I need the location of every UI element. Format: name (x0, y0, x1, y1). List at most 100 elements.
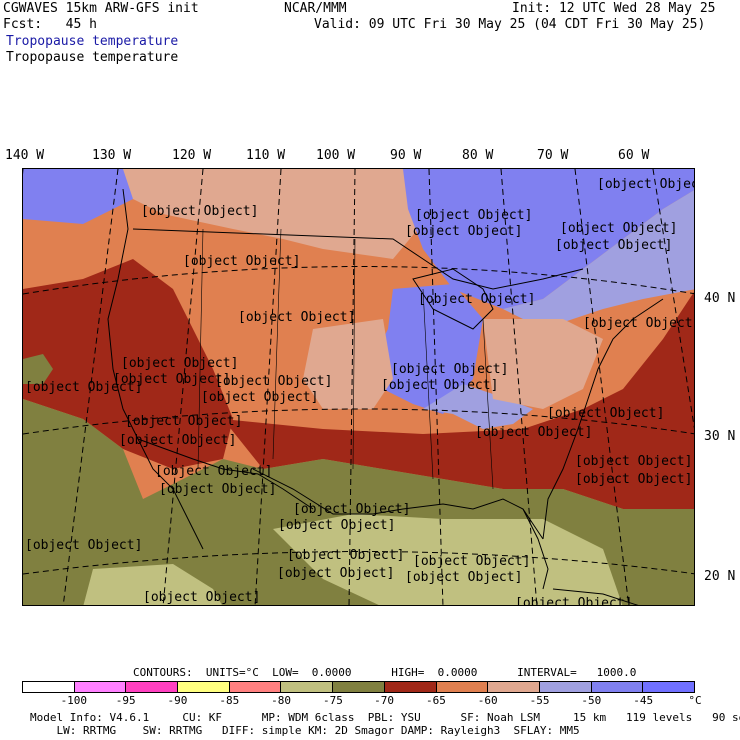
meridian-80w (500, 169, 538, 605)
contours-info: CONTOURS: UNITS=°C LOW= 0.0000 HIGH= 0.0… (133, 666, 637, 679)
field-label: [object Object] (575, 454, 692, 469)
lat-label-30n: 30 N (704, 429, 736, 444)
field-label: [object Object] (238, 310, 355, 325)
field-blue-nw (23, 169, 143, 224)
lon-label-110w: 110 W (246, 148, 286, 163)
field-title: Tropopause temperature (6, 50, 179, 65)
lat-label-40n: 40 N (704, 291, 736, 306)
field-label: [object Object] (113, 372, 230, 387)
colorbar-label: -80 (271, 694, 292, 707)
colorbar-label: -50 (581, 694, 602, 707)
field-label: [object Object] (575, 472, 692, 487)
field-tan-pacific (83, 564, 222, 605)
florida (522, 508, 549, 590)
colorbar-swatch (643, 682, 694, 692)
field-label: [object Object] (119, 433, 236, 448)
field-label: [object Object] (413, 554, 530, 569)
colorbar (22, 681, 695, 693)
field-label: [object Object] (547, 406, 664, 421)
great-lakes (412, 268, 494, 330)
colorbar-swatch (436, 682, 489, 692)
model-info-line-1: Model Info: V4.6.1 CU: KF MP: WDM 6class… (30, 711, 740, 724)
field-label: [object Object] (597, 177, 695, 192)
field-pink-north (123, 169, 418, 259)
graticule (23, 169, 694, 605)
colorbar-label: -70 (374, 694, 394, 707)
map-canvas: [object Object] [object Object] [object … (23, 169, 695, 605)
field-label: [object Object] (293, 502, 410, 517)
field-lavender-ne (503, 190, 694, 329)
field-label: [object Object] (560, 221, 677, 236)
colorbar-label: -75 (322, 694, 343, 707)
colorbar-units: °C (688, 694, 702, 707)
colorbar-label: -95 (115, 694, 136, 707)
field-label: [object Object] (405, 224, 522, 239)
meridian-90w (428, 169, 444, 605)
model-title: CGWAVES 15km ARW-GFS init (3, 1, 199, 16)
field-label: [object Object] (25, 380, 142, 395)
init-time: Init: 12 UTC Wed 28 May 25 (512, 1, 716, 16)
field-pink-central (303, 319, 393, 409)
map-outlines (107, 188, 664, 605)
org-label: NCAR/MMM (284, 1, 347, 16)
field-label: [object Object] (201, 390, 318, 405)
colorbar-label: -55 (529, 694, 550, 707)
lon-label-140w: 140 W (5, 148, 45, 163)
lon-label-90w: 90 W (390, 148, 422, 163)
coast-gulf (252, 468, 544, 540)
colorbar-label: -45 (633, 694, 654, 707)
colorbar-swatch (23, 682, 75, 692)
field-label-group: [object Object] [object Object] [object … (25, 177, 695, 605)
field-label: [object Object] (583, 316, 695, 331)
field-label: [object Object] (555, 238, 672, 253)
field-green-pacific (23, 399, 143, 605)
field-label: [object Object] (277, 566, 394, 581)
field-label: [object Object] (287, 548, 404, 563)
meridian-60w (652, 169, 694, 429)
field-label: [object Object] (418, 292, 535, 307)
field-blue-midwest (373, 284, 483, 414)
meridian-120w (162, 169, 204, 605)
colorbar-swatch (384, 682, 437, 692)
colorbar-label: -90 (167, 694, 188, 707)
colorbar-swatch (591, 682, 644, 692)
coast-atlantic (542, 298, 664, 540)
lon-label-70w: 70 W (537, 148, 569, 163)
field-label: [object Object] (475, 425, 592, 440)
field-label: [object Object] (215, 374, 332, 389)
colorbar-swatch (178, 682, 230, 692)
forecast-hour: Fcst: 45 h (3, 17, 97, 32)
field-label: [object Object] (125, 414, 242, 429)
lon-label-130w: 130 W (92, 148, 132, 163)
field-label: [object Object] (278, 518, 395, 533)
field-label: [object Object] (405, 570, 522, 585)
state-lines (197, 228, 494, 490)
field-label: [object Object] (25, 538, 142, 553)
field-title-color: Tropopause temperature (6, 34, 179, 49)
parallel-40n (23, 266, 694, 295)
field-label: [object Object] (155, 464, 272, 479)
colorbar-swatch (333, 682, 385, 692)
colorbar-swatch (229, 682, 282, 692)
field-green-small (23, 354, 53, 384)
model-info-line-2: LW: RRTMG SW: RRTMG DIFF: simple KM: 2D … (30, 724, 580, 737)
border-canada-us (132, 228, 584, 290)
border-us-mexico (137, 438, 314, 510)
meridian-130w (62, 169, 119, 605)
lon-label-80w: 80 W (462, 148, 494, 163)
meridian-110w (254, 169, 282, 605)
colorbar-swatch (488, 682, 540, 692)
field-pink-east (483, 319, 603, 409)
colorbar-labels: -100 -95 -90 -85 -80 -75 -70 -65 -60 -55… (22, 694, 702, 708)
field-lavender-midwest (423, 384, 533, 429)
colorbar-label: -60 (477, 694, 498, 707)
colorbar-label: -100 (60, 694, 88, 707)
colorbar-swatch (281, 682, 334, 692)
lon-label-60w: 60 W (618, 148, 650, 163)
field-label: [object Object] (183, 254, 300, 269)
meridian-100w (348, 169, 356, 605)
valid-time: Valid: 09 UTC Fri 30 May 25 (04 CDT Fri … (314, 17, 706, 32)
field-label: [object Object] (143, 590, 260, 605)
colorbar-label: -65 (425, 694, 446, 707)
coast-pacific (107, 188, 204, 550)
